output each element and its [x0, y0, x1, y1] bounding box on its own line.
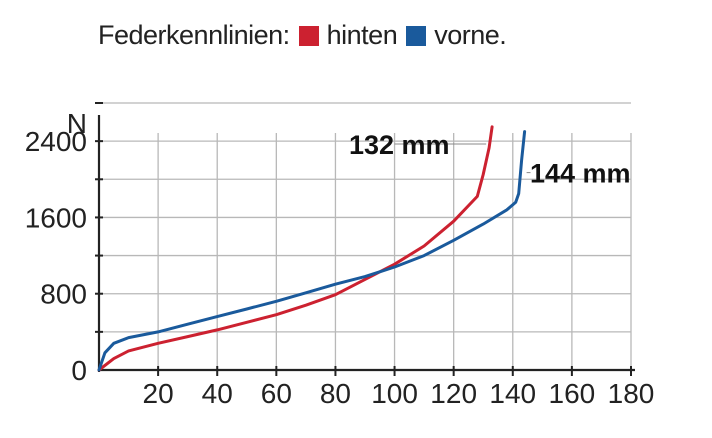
- series-layer: [97, 125, 527, 372]
- legend: Federkennlinien: hinten vorne.: [98, 20, 507, 51]
- x-tick-label: 160: [549, 378, 596, 409]
- series-line-hinten: [97, 125, 494, 372]
- series-line-vorne: [97, 130, 527, 372]
- x-tick-label: 60: [261, 378, 292, 409]
- annotation-label: 132 mm: [349, 130, 450, 160]
- axes: [97, 115, 635, 372]
- annotations: 132 mm 144 mm: [349, 130, 631, 189]
- x-tick-label: 20: [143, 378, 174, 409]
- x-tick-label: 80: [320, 378, 351, 409]
- x-tick-label: 180: [608, 378, 655, 409]
- legend-label-hinten: hinten: [326, 20, 398, 50]
- x-tick-label: 40: [202, 378, 233, 409]
- x-tick-label: 140: [489, 378, 536, 409]
- x-tick-label: 100: [371, 378, 418, 409]
- y-tick-label: 2400: [25, 126, 87, 157]
- legend-label-vorne: vorne.: [434, 20, 507, 50]
- x-tick-label: 120: [430, 378, 477, 409]
- grid: [99, 102, 632, 370]
- y-tick-label: 1600: [25, 202, 87, 233]
- legend-swatch-vorne: [406, 25, 427, 46]
- annotation-label: 144 mm: [530, 159, 631, 189]
- legend-swatch-hinten: [298, 25, 319, 46]
- legend-title: Federkennlinien:: [98, 20, 290, 50]
- y-tick-label: 800: [40, 279, 87, 310]
- y-axis-label: N: [67, 108, 87, 139]
- y-tick-label: 0: [71, 355, 87, 386]
